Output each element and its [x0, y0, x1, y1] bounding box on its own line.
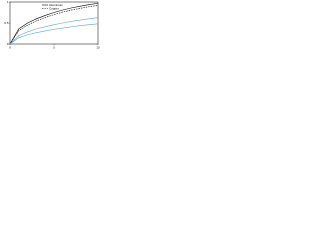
series-line: [9, 17, 99, 45]
x-tick-label: 10: [96, 45, 100, 49]
y-tick-label: 0: [7, 42, 9, 46]
series-line: [9, 2, 99, 45]
y-tick-label: 0.5: [4, 21, 9, 25]
series-line: [9, 23, 99, 45]
y-tick-label: 1: [7, 0, 9, 4]
legend-label: Aluminium: [49, 3, 64, 7]
series-line: [9, 5, 99, 45]
x-tick-label: 0: [9, 45, 11, 49]
legend-label: Copper: [49, 6, 59, 10]
x-tick-label: 5: [53, 45, 55, 49]
